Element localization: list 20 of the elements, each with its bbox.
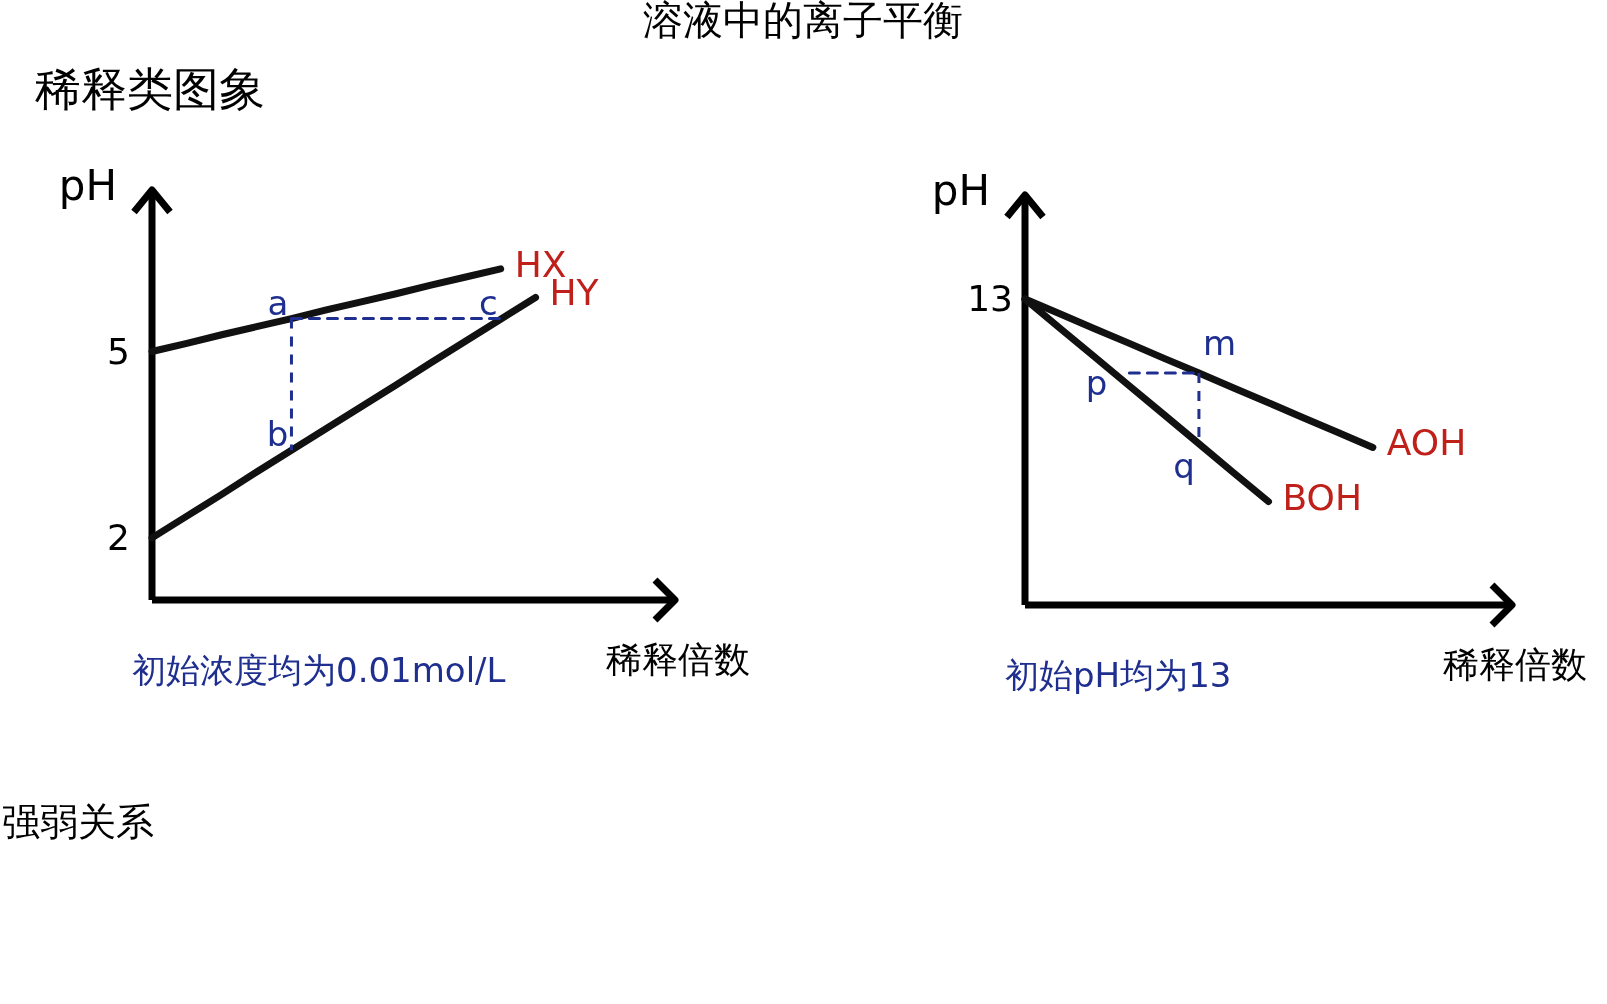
annotation: m: [1202, 323, 1237, 364]
text: 强弱关系: [2, 800, 154, 844]
y-axis-title: pH: [931, 166, 990, 215]
y-tick-label: 2: [107, 516, 130, 558]
annotation: p: [1085, 363, 1108, 404]
text: 溶液中的离子平衡: [643, 0, 963, 43]
x-axis-title: 稀释倍数: [1443, 644, 1587, 685]
y-axis-title: pH: [58, 161, 117, 210]
annotation: q: [1173, 445, 1195, 486]
chart-subtitle: 稀释类图象: [35, 62, 265, 116]
text: 初始pH均为13: [1005, 655, 1232, 695]
annotation: b: [266, 414, 289, 455]
annotation: c: [478, 283, 498, 324]
series-label: BOH: [1282, 476, 1362, 518]
annotation: a: [267, 282, 289, 323]
text: 13: [967, 278, 1013, 320]
text: 初始浓度均为0.01mol/L: [132, 650, 506, 690]
series-label: AOH: [1386, 422, 1467, 464]
x-axis-title: 稀释倍数: [606, 639, 750, 680]
y-tick-label: 5: [107, 330, 130, 372]
